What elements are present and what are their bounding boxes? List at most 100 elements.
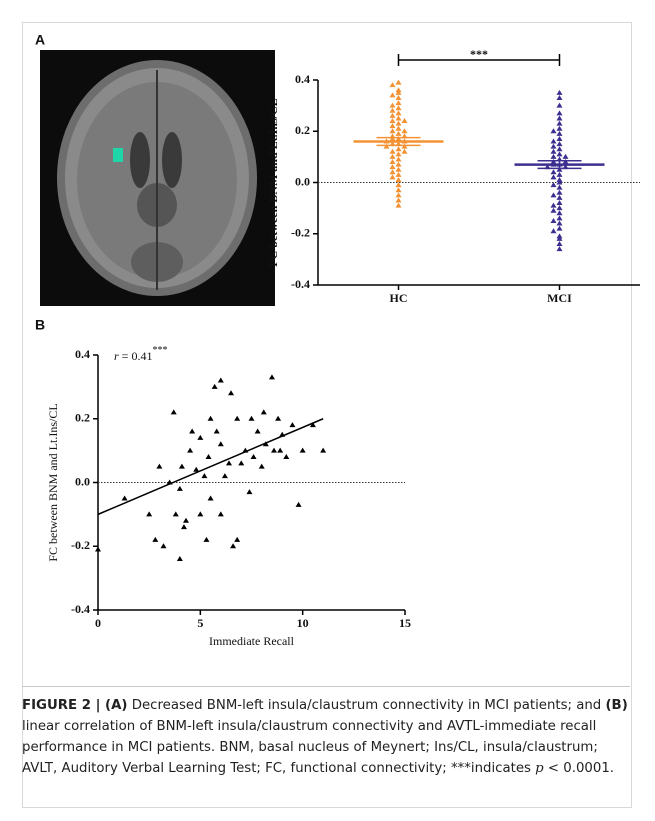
data-point [189, 429, 195, 434]
data-point [551, 208, 557, 213]
caption-text: Decreased BNM-left insula/claustrum conn… [128, 698, 606, 713]
data-point [551, 169, 557, 174]
data-point [160, 543, 166, 548]
data-point [390, 108, 396, 113]
data-point [234, 537, 240, 542]
data-point [557, 200, 563, 205]
data-point [390, 136, 396, 141]
data-point [187, 448, 193, 453]
data-point [156, 464, 162, 469]
data-point [390, 149, 396, 154]
data-point [557, 246, 563, 251]
data-point [95, 546, 101, 551]
data-point [557, 110, 563, 115]
caption-text: linear correlation of BNM-left insula/cl… [22, 719, 598, 776]
data-point [557, 115, 563, 120]
data-point [557, 151, 563, 156]
y-axis-label: FC between BNM and Lt.Ins/CL [266, 98, 280, 266]
x-tick-label: 0 [95, 616, 101, 630]
data-point [203, 537, 209, 542]
data-point [396, 192, 402, 197]
data-point [557, 126, 563, 131]
data-point [557, 103, 563, 108]
data-point [390, 154, 396, 159]
data-point [259, 464, 265, 469]
data-point [396, 172, 402, 177]
data-point [396, 177, 402, 182]
significance-label: *** [470, 47, 488, 61]
data-point [557, 195, 563, 200]
data-point [557, 90, 563, 95]
data-point [208, 495, 214, 500]
data-point [557, 221, 563, 226]
data-point [390, 169, 396, 174]
data-point [246, 489, 252, 494]
data-point [214, 429, 220, 434]
data-point [390, 123, 396, 128]
data-point [396, 90, 402, 95]
data-point [179, 464, 185, 469]
data-point [396, 162, 402, 167]
data-point [396, 95, 402, 100]
data-point [557, 172, 563, 177]
data-point [402, 149, 408, 154]
data-point [557, 226, 563, 231]
data-point [557, 236, 563, 241]
y-tick-label: 0.2 [75, 411, 90, 425]
r-value: = 0.41 [119, 349, 153, 363]
panel-label: A [35, 32, 45, 48]
data-point [396, 121, 402, 126]
data-point [226, 460, 232, 465]
data-point [122, 495, 128, 500]
data-point [551, 128, 557, 133]
data-point [320, 448, 326, 453]
data-point [283, 454, 289, 459]
data-point [390, 103, 396, 108]
data-point [396, 156, 402, 161]
data-point [551, 154, 557, 159]
data-point [152, 537, 158, 542]
y-tick-label: 0.4 [295, 72, 310, 86]
data-point [557, 241, 563, 246]
caption-text: (B) [605, 698, 627, 713]
data-point [551, 149, 557, 154]
y-tick-label: -0.2 [71, 538, 90, 552]
data-point [255, 429, 261, 434]
data-point [396, 187, 402, 192]
data-point [271, 448, 277, 453]
data-point [206, 454, 212, 459]
y-tick-label: 0.0 [75, 474, 90, 488]
data-point [396, 80, 402, 85]
data-point [390, 82, 396, 87]
data-point [177, 556, 183, 561]
data-point [563, 154, 569, 159]
data-point [551, 218, 557, 223]
data-point [212, 384, 218, 389]
data-point [390, 174, 396, 179]
caption-text: p [535, 761, 544, 776]
data-point [563, 159, 569, 164]
data-point [557, 205, 563, 210]
y-tick-label: 0.4 [75, 347, 90, 361]
data-point [551, 174, 557, 179]
data-point [300, 448, 306, 453]
data-point [249, 416, 255, 421]
x-axis-label: Immediate Recall [209, 634, 295, 648]
y-tick-label: 0.2 [295, 123, 310, 137]
data-point [390, 113, 396, 118]
x-tick-label: HC [390, 291, 408, 305]
figure: A B 0.40.20.0-0.2-0.4FC between BNM and … [0, 0, 655, 680]
data-point [238, 460, 244, 465]
r-stars: *** [152, 345, 167, 356]
data-point [384, 144, 390, 149]
data-point [557, 215, 563, 220]
data-point [261, 409, 267, 414]
data-point [396, 146, 402, 151]
data-point [218, 441, 224, 446]
page: A B 0.40.20.0-0.2-0.4FC between BNM and … [0, 0, 655, 821]
data-point [218, 378, 224, 383]
data-point [396, 115, 402, 120]
data-point [396, 203, 402, 208]
data-point [390, 159, 396, 164]
x-tick-label: 10 [297, 616, 309, 630]
